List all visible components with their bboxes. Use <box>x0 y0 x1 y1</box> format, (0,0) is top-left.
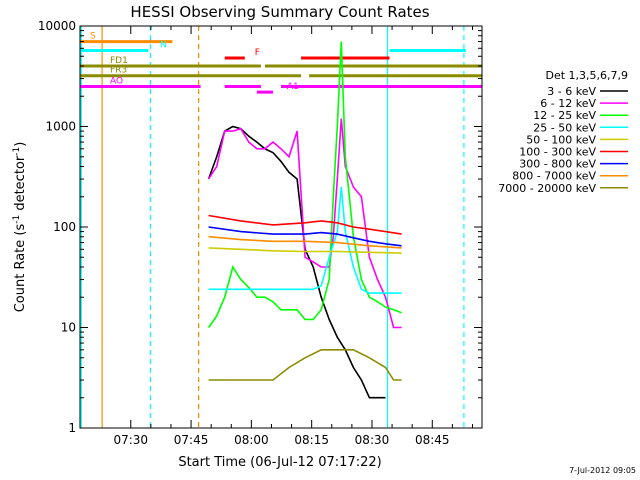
series-line-1 <box>207 118 402 329</box>
x-tick-label-2: 08:00 <box>234 433 269 447</box>
series-line-4 <box>208 247 402 254</box>
y-tick-label-2: 100 <box>53 220 76 234</box>
flag-label-n: N <box>160 41 167 51</box>
flag-label-ao: AO <box>110 77 123 87</box>
legend-title: Det 1,3,5,6,7,9 <box>545 69 628 82</box>
series-line-6 <box>208 226 402 247</box>
x-tick-label-0: 07:30 <box>113 433 148 447</box>
x-tick-label-4: 08:30 <box>355 433 390 447</box>
legend-label-6: 300 - 800 keV <box>519 158 596 171</box>
y-tick-label-1: 10 <box>61 321 76 335</box>
series-line-7 <box>208 235 402 249</box>
x-tick-label-1: 07:45 <box>174 433 209 447</box>
flag-label-fr3: FR3 <box>110 66 127 76</box>
legend-label-1: 6 - 12 keV <box>540 97 596 110</box>
legend-label-4: 50 - 100 keV <box>526 133 596 146</box>
y-tick-label-4: 10000 <box>38 19 76 33</box>
y-axis-label: Count Rate (s-1 detector-1) <box>12 142 28 313</box>
legend-label-2: 12 - 25 keV <box>533 109 596 122</box>
y-tick-label-3: 1000 <box>45 120 76 134</box>
chart-title: HESSI Observing Summary Count Rates <box>130 3 429 21</box>
x-axis-label: Start Time (06-Jul-12 07:17:22) <box>178 455 381 470</box>
series-line-5 <box>208 214 402 235</box>
flag-label-a1: A1 <box>287 82 299 92</box>
flag-label-s: S <box>90 32 96 42</box>
legend-label-3: 25 - 50 keV <box>533 121 596 134</box>
series-line-3 <box>208 186 402 294</box>
legend-label-8: 7000 - 20000 keV <box>498 182 596 195</box>
legend-label-0: 3 - 6 keV <box>547 85 596 98</box>
x-tick-label-5: 08:45 <box>415 433 450 447</box>
legend-label-7: 800 - 7000 keV <box>512 170 596 183</box>
timestamp: 7-Jul-2012 09:05 <box>569 466 636 475</box>
series-line-8 <box>208 348 402 381</box>
flag-label-f: F <box>255 48 260 58</box>
x-tick-label-3: 08:15 <box>294 433 329 447</box>
flag-label-fd1: FD1 <box>110 56 128 66</box>
y-tick-label-0: 1 <box>68 421 76 435</box>
legend-label-5: 100 - 300 keV <box>519 146 596 159</box>
